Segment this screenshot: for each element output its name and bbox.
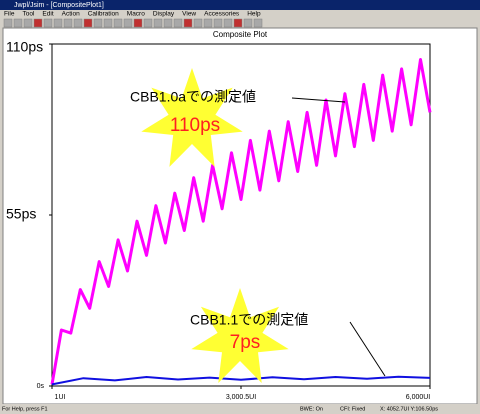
menu-item[interactable]: Edit bbox=[42, 11, 53, 18]
menu-item[interactable]: Tool bbox=[22, 11, 34, 18]
menu-item[interactable]: Display bbox=[153, 11, 175, 18]
leader-line bbox=[291, 97, 346, 103]
toolbar-button[interactable] bbox=[203, 18, 213, 28]
y-tick-label: 0s bbox=[37, 383, 45, 390]
starburst bbox=[141, 68, 243, 167]
x-tick-label: 3,000.5UI bbox=[226, 394, 256, 401]
toolbar-button[interactable] bbox=[63, 18, 73, 28]
annotation: 7ps bbox=[230, 332, 261, 353]
toolbar-button[interactable] bbox=[43, 18, 53, 28]
toolbar-button[interactable] bbox=[133, 18, 143, 28]
toolbar-button[interactable] bbox=[183, 18, 193, 28]
toolbar-button[interactable] bbox=[13, 18, 23, 28]
status-text: X: 4052.7UI Y:106.50ps bbox=[380, 406, 438, 412]
toolbar-button[interactable] bbox=[213, 18, 223, 28]
toolbar-button[interactable] bbox=[113, 18, 123, 28]
toolbar-button[interactable] bbox=[3, 18, 13, 28]
toolbar-button[interactable] bbox=[173, 18, 183, 28]
toolbar-button[interactable] bbox=[23, 18, 33, 28]
y-tick-label: 55ps bbox=[6, 206, 36, 222]
menu-item[interactable]: Action bbox=[62, 11, 80, 18]
leader-line bbox=[349, 321, 386, 377]
status-bar bbox=[0, 404, 480, 414]
menu-item[interactable]: View bbox=[182, 11, 196, 18]
status-text: BWE: On bbox=[300, 406, 323, 412]
toolbar-button[interactable] bbox=[53, 18, 63, 28]
menu-item[interactable]: File bbox=[4, 11, 15, 18]
series-label: CBB1.0aでの測定値 bbox=[130, 89, 256, 105]
toolbar-button[interactable] bbox=[123, 18, 133, 28]
status-text: For Help, press F1 bbox=[2, 406, 48, 412]
toolbar-button[interactable] bbox=[93, 18, 103, 28]
x-tick-label: 6,000UI bbox=[406, 394, 431, 401]
toolbar-button[interactable] bbox=[223, 18, 233, 28]
menu-item[interactable]: Help bbox=[247, 11, 261, 18]
window-title: Jwpl/Jsim - [CompositePlot1] bbox=[14, 2, 104, 9]
series-line bbox=[51, 375, 431, 386]
toolbar-button[interactable] bbox=[73, 18, 83, 28]
toolbar-button[interactable] bbox=[193, 18, 203, 28]
toolbar-button[interactable] bbox=[83, 18, 93, 28]
menu-item[interactable]: Macro bbox=[127, 11, 145, 18]
title-bar bbox=[0, 0, 480, 10]
toolbar-button[interactable] bbox=[33, 18, 43, 28]
x-tick-label: 1UI bbox=[55, 394, 66, 401]
toolbar-button[interactable] bbox=[253, 18, 263, 28]
toolbar-button[interactable] bbox=[103, 18, 113, 28]
menu-item[interactable]: Calibration bbox=[88, 11, 119, 18]
y-tick-label: 110ps bbox=[6, 39, 43, 55]
toolbar-button[interactable] bbox=[163, 18, 173, 28]
toolbar-button[interactable] bbox=[243, 18, 253, 28]
chart-title: Composite Plot bbox=[213, 30, 268, 39]
menu-item[interactable]: Accessories bbox=[204, 11, 240, 18]
annotation: 110ps bbox=[170, 115, 220, 136]
series-label: CBB1.1での測定値 bbox=[190, 312, 308, 328]
series-line bbox=[50, 58, 432, 385]
toolbar-button[interactable] bbox=[143, 18, 153, 28]
toolbar-button[interactable] bbox=[233, 18, 243, 28]
toolbar-button[interactable] bbox=[153, 18, 163, 28]
status-text: CFI: Fixed bbox=[340, 406, 365, 412]
starburst bbox=[191, 288, 289, 383]
